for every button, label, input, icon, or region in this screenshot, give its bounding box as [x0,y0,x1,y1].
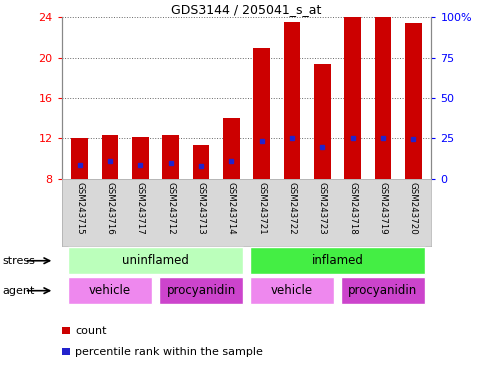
Bar [314,64,331,179]
Text: GSM243715: GSM243715 [75,182,84,235]
Text: GSM243718: GSM243718 [348,182,357,235]
Bar [375,17,391,179]
Bar [341,277,425,304]
Bar [253,48,270,179]
Text: GSM243719: GSM243719 [379,182,387,235]
Text: agent: agent [2,286,35,296]
Bar [159,277,244,304]
Bar [249,277,334,304]
Bar [223,118,240,179]
Text: GSM243721: GSM243721 [257,182,266,235]
Bar [132,137,149,179]
Text: stress: stress [2,256,35,266]
Text: GSM243713: GSM243713 [197,182,206,235]
Bar [71,138,88,179]
Text: percentile rank within the sample: percentile rank within the sample [75,347,263,357]
Bar [68,277,152,304]
Text: GSM243723: GSM243723 [318,182,327,235]
Text: vehicle: vehicle [89,284,131,296]
Bar [283,22,300,179]
Bar [344,17,361,179]
Text: count: count [75,326,107,336]
Text: vehicle: vehicle [271,284,313,296]
Text: GSM243717: GSM243717 [136,182,145,235]
Text: GSM243720: GSM243720 [409,182,418,235]
Text: inflamed: inflamed [312,254,363,266]
Text: uninflamed: uninflamed [122,254,189,266]
Text: GSM243714: GSM243714 [227,182,236,235]
Text: GSM243712: GSM243712 [166,182,175,235]
Bar [68,247,244,274]
Bar [405,23,422,179]
Title: GDS3144 / 205041_s_at: GDS3144 / 205041_s_at [171,3,322,16]
Bar [102,135,118,179]
Bar [193,145,210,179]
Text: procyanidin: procyanidin [348,284,418,296]
Text: GSM243716: GSM243716 [106,182,114,235]
Text: procyanidin: procyanidin [167,284,236,296]
Bar [162,135,179,179]
Bar [249,247,425,274]
Text: GSM243722: GSM243722 [287,182,296,235]
